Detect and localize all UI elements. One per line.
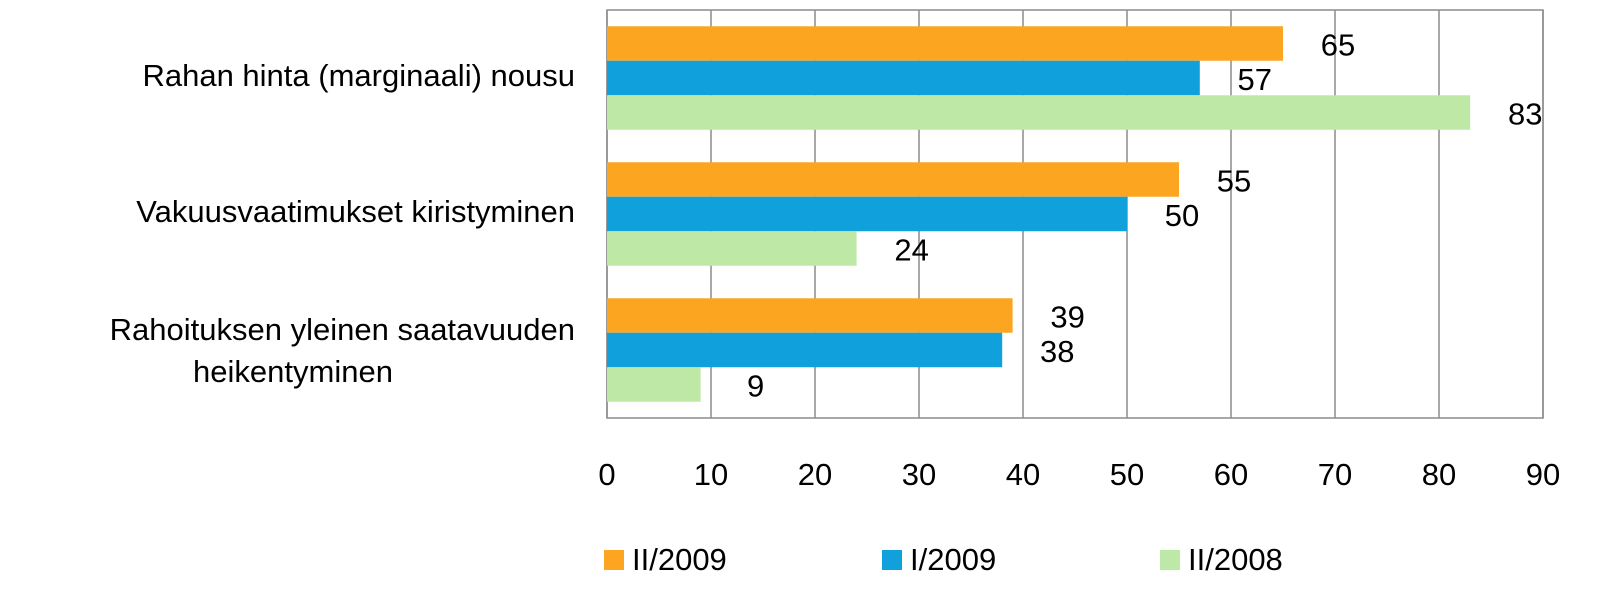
data-label: 39 <box>1050 300 1084 335</box>
bar <box>607 60 1200 96</box>
x-tick-label: 80 <box>1422 457 1456 492</box>
x-tick-label: 60 <box>1214 457 1248 492</box>
legend-swatch <box>604 550 624 570</box>
x-tick-label: 30 <box>902 457 936 492</box>
y-tick-label: Vakuusvaatimukset kiristyminen <box>136 194 575 229</box>
x-tick-label: 0 <box>598 457 615 492</box>
legend-swatch <box>882 550 902 570</box>
y-tick-label: Rahoituksen yleinen saatavuuden heikentym… <box>110 312 575 389</box>
bar <box>607 231 857 266</box>
bar <box>607 196 1127 232</box>
data-label: 9 <box>747 369 764 404</box>
legend-label: II/2008 <box>1188 542 1283 577</box>
legend-label: I/2009 <box>910 542 996 577</box>
data-label: 24 <box>894 233 928 268</box>
legend-swatch <box>1160 550 1180 570</box>
y-tick-label: Rahan hinta (marginaali) nousu <box>142 58 575 93</box>
x-tick-label: 50 <box>1110 457 1144 492</box>
bar <box>607 26 1283 61</box>
bar <box>607 367 701 402</box>
data-label: 55 <box>1217 164 1251 199</box>
bar <box>607 298 1013 333</box>
x-tick-label: 70 <box>1318 457 1352 492</box>
x-tick-label: 10 <box>694 457 728 492</box>
data-label: 57 <box>1238 62 1272 97</box>
bar <box>607 95 1471 130</box>
bar <box>607 162 1179 197</box>
data-label: 65 <box>1321 28 1355 63</box>
x-tick-label: 90 <box>1526 457 1560 492</box>
data-label: 83 <box>1508 97 1542 132</box>
data-label: 38 <box>1040 334 1074 369</box>
x-tick-label: 40 <box>1006 457 1040 492</box>
bar <box>607 332 1003 368</box>
data-label: 50 <box>1165 198 1199 233</box>
x-tick-label: 20 <box>798 457 832 492</box>
legend-label: II/2009 <box>632 542 727 577</box>
